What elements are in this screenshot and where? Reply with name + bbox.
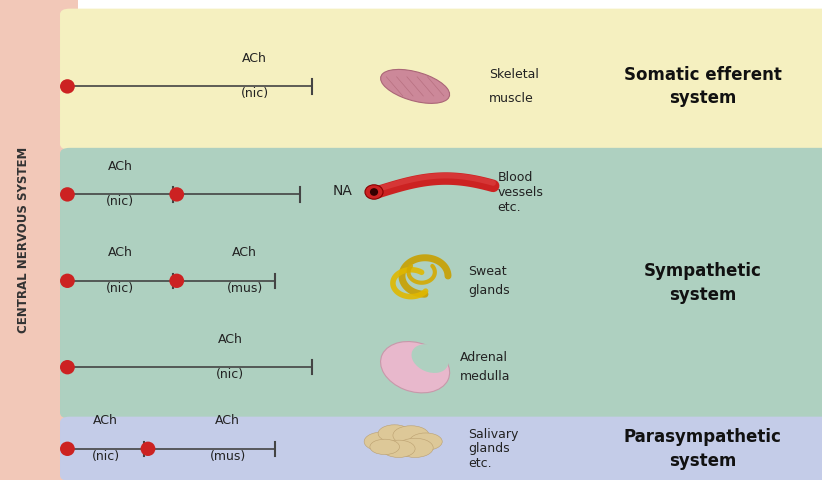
Text: glands: glands	[469, 442, 510, 456]
Ellipse shape	[60, 442, 75, 456]
Text: (nic): (nic)	[91, 450, 120, 463]
Ellipse shape	[393, 426, 429, 445]
Text: medulla: medulla	[460, 370, 510, 384]
Ellipse shape	[382, 440, 415, 457]
Text: ACh: ACh	[93, 414, 118, 427]
Text: ACh: ACh	[108, 246, 132, 259]
Text: ACh: ACh	[232, 246, 257, 259]
Ellipse shape	[60, 274, 75, 288]
Text: Salivary: Salivary	[469, 428, 519, 441]
Text: Skeletal: Skeletal	[489, 68, 539, 81]
Text: muscle: muscle	[489, 92, 533, 105]
Text: Somatic efferent
system: Somatic efferent system	[624, 66, 782, 107]
Text: Parasympathetic
system: Parasympathetic system	[624, 428, 782, 469]
Ellipse shape	[365, 185, 383, 199]
Text: vessels: vessels	[497, 185, 543, 199]
Text: (mus): (mus)	[226, 282, 263, 295]
Text: ACh: ACh	[215, 414, 240, 427]
Text: ACh: ACh	[108, 160, 132, 173]
Text: Adrenal: Adrenal	[460, 351, 508, 364]
Ellipse shape	[60, 79, 75, 94]
FancyBboxPatch shape	[0, 0, 78, 480]
Text: (nic): (nic)	[106, 195, 134, 208]
Ellipse shape	[60, 187, 75, 202]
Text: ACh: ACh	[218, 333, 242, 346]
Ellipse shape	[397, 438, 433, 457]
Text: (mus): (mus)	[210, 450, 246, 463]
FancyBboxPatch shape	[60, 417, 822, 480]
Ellipse shape	[60, 360, 75, 374]
Text: Sympathetic
system: Sympathetic system	[644, 263, 762, 304]
Ellipse shape	[370, 439, 399, 455]
Ellipse shape	[412, 344, 448, 373]
Text: etc.: etc.	[497, 201, 521, 215]
Ellipse shape	[381, 70, 450, 103]
FancyBboxPatch shape	[60, 148, 822, 419]
Text: etc.: etc.	[469, 456, 492, 470]
Text: (nic): (nic)	[216, 368, 244, 381]
Text: (nic): (nic)	[241, 87, 269, 100]
Text: ACh: ACh	[242, 52, 267, 65]
Text: Sweat: Sweat	[469, 264, 507, 278]
Text: CENTRAL NERVOUS SYSTEM: CENTRAL NERVOUS SYSTEM	[16, 147, 30, 333]
Text: NA: NA	[333, 183, 353, 198]
FancyBboxPatch shape	[60, 9, 822, 150]
Ellipse shape	[381, 342, 450, 393]
Ellipse shape	[169, 187, 184, 202]
Ellipse shape	[378, 425, 411, 442]
Ellipse shape	[169, 274, 184, 288]
Text: (nic): (nic)	[106, 282, 134, 295]
Ellipse shape	[141, 442, 155, 456]
Text: Blood: Blood	[497, 171, 533, 184]
Ellipse shape	[364, 432, 400, 451]
Ellipse shape	[370, 188, 378, 196]
Text: glands: glands	[469, 284, 510, 297]
Ellipse shape	[409, 433, 442, 450]
